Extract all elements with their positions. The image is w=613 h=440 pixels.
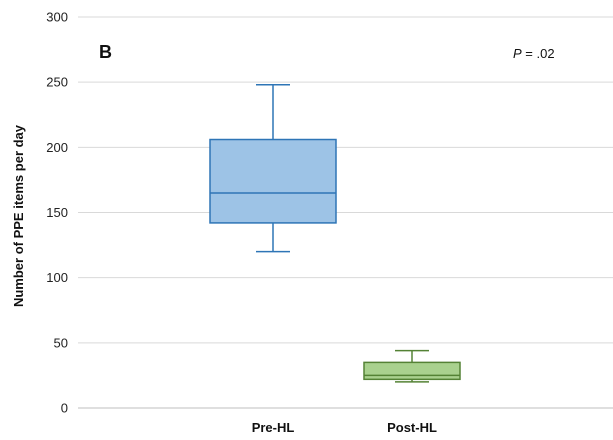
y-tick-label: 200	[46, 140, 68, 155]
category-labels: Pre-HL Post-HL	[252, 420, 437, 435]
p-value-annotation: P = .02	[513, 46, 555, 61]
p-symbol: P	[513, 46, 522, 61]
category-label: Pre-HL	[252, 420, 295, 435]
box-post-hl	[363, 349, 461, 383]
y-tick-label: 50	[54, 335, 68, 350]
category-label: Post-HL	[387, 420, 437, 435]
box-pre-hl	[209, 84, 337, 253]
p-value-text: = .02	[522, 46, 555, 61]
y-tick-label: 100	[46, 270, 68, 285]
box-series	[209, 84, 461, 383]
y-tick-label: 150	[46, 205, 68, 220]
iqr-box	[209, 138, 337, 224]
y-tick-label: 300	[46, 10, 68, 25]
y-tick-labels: 0 50 100 150 200 250 300	[46, 10, 68, 416]
panel-label: B	[99, 42, 112, 62]
iqr-box	[363, 361, 461, 381]
y-tick-label: 250	[46, 75, 68, 90]
gridlines	[78, 16, 613, 344]
y-tick-label: 0	[61, 401, 68, 416]
y-axis-label: Number of PPE items per day	[11, 124, 26, 307]
